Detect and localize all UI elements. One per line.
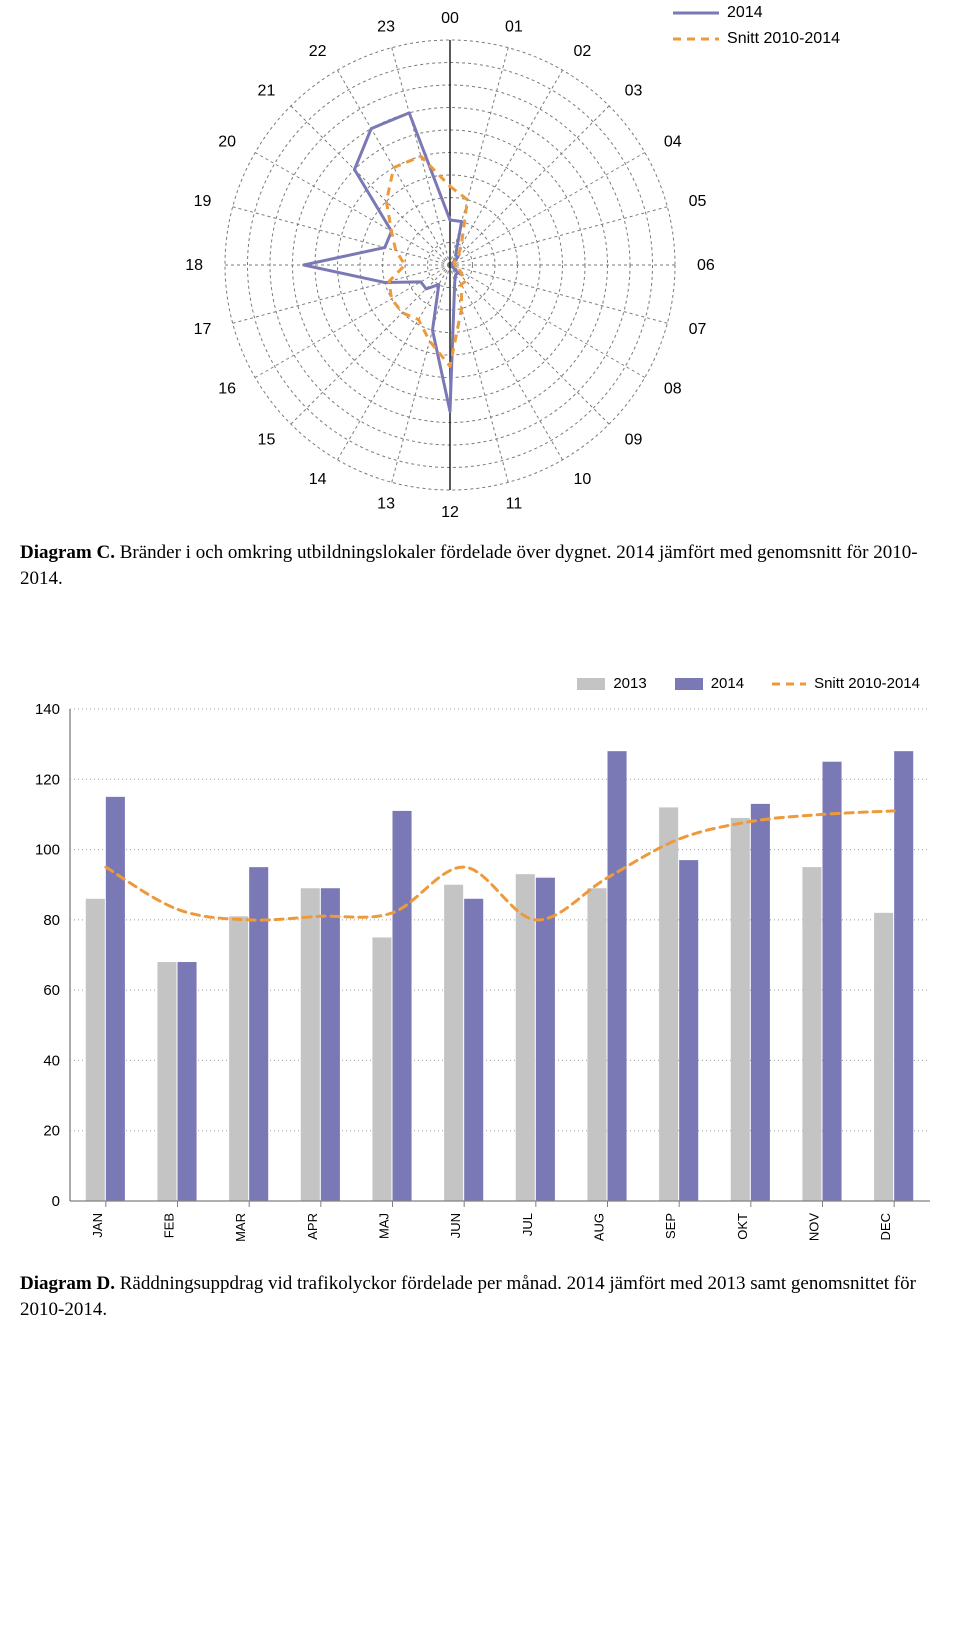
svg-text:19: 19: [194, 193, 212, 210]
svg-text:SEP: SEP: [663, 1213, 678, 1239]
caption-d-rest: Räddningsuppdrag vid trafikolyckor förde…: [20, 1273, 916, 1320]
svg-text:FEB: FEB: [162, 1213, 177, 1238]
radar-svg: 00 01 02 03 04 05 06 07 08 09 10 11 12 13 14 15 16 17 18 19…: [120, 0, 840, 530]
svg-text:OKT: OKT: [735, 1213, 750, 1240]
svg-text:03: 03: [625, 82, 643, 99]
svg-text:17: 17: [194, 321, 212, 338]
legend-item-snitt: Snitt 2010-2014: [673, 26, 840, 52]
svg-text:10: 10: [574, 471, 592, 488]
svg-text:40: 40: [43, 1053, 60, 1070]
svg-text:20: 20: [218, 134, 236, 151]
legend-item-2014: 2014: [673, 0, 840, 26]
svg-text:02: 02: [574, 43, 592, 60]
bar-svg: 0 20 40 60 80 100 120 140 JAN FEB MAR APR MAJ JUN JUL A…: [20, 671, 940, 1261]
svg-text:120: 120: [35, 772, 60, 789]
svg-text:JUL: JUL: [520, 1213, 535, 1236]
svg-text:23: 23: [377, 18, 395, 35]
svg-text:09: 09: [625, 432, 643, 449]
svg-text:15: 15: [258, 432, 276, 449]
svg-text:18: 18: [185, 257, 203, 274]
svg-text:140: 140: [35, 701, 60, 718]
svg-text:60: 60: [43, 982, 60, 999]
caption-c-lead: Diagram C.: [20, 542, 115, 563]
svg-text:JAN: JAN: [90, 1213, 105, 1238]
caption-d-lead: Diagram D.: [20, 1273, 115, 1294]
svg-text:01: 01: [505, 18, 523, 35]
bar-chart: 2013 2014 Snitt 2010-2014 02040608010012…: [20, 671, 940, 1261]
caption-diagram-c: Diagram C. Bränder i och omkring utbildn…: [20, 540, 940, 591]
svg-text:14: 14: [309, 471, 327, 488]
svg-text:MAJ: MAJ: [377, 1213, 392, 1239]
radar-legend: 2014 Snitt 2010-2014: [673, 0, 840, 52]
legend-label-2014: 2014: [727, 4, 763, 22]
svg-text:00: 00: [441, 10, 459, 27]
svg-text:08: 08: [664, 381, 682, 398]
svg-text:100: 100: [35, 842, 60, 859]
caption-diagram-d: Diagram D. Räddningsuppdrag vid trafikol…: [20, 1271, 940, 1322]
svg-text:APR: APR: [305, 1213, 320, 1240]
svg-text:13: 13: [377, 496, 395, 513]
svg-text:DEC: DEC: [878, 1213, 893, 1240]
svg-text:NOV: NOV: [807, 1213, 822, 1242]
svg-text:20: 20: [43, 1123, 60, 1140]
svg-text:06: 06: [697, 257, 715, 274]
svg-text:21: 21: [258, 82, 276, 99]
svg-text:04: 04: [664, 134, 682, 151]
svg-text:16: 16: [218, 381, 236, 398]
caption-c-rest: Bränder i och omkring utbildningslokaler…: [20, 542, 918, 589]
svg-text:0: 0: [52, 1193, 60, 1210]
svg-text:05: 05: [689, 193, 707, 210]
radar-chart: 00 01 02 03 04 05 06 07 08 09 10 11 12 13 14 15 16 17 18 19…: [120, 0, 840, 530]
svg-text:MAR: MAR: [233, 1213, 248, 1242]
svg-text:JUN: JUN: [448, 1213, 463, 1238]
svg-text:22: 22: [309, 43, 327, 60]
svg-text:AUG: AUG: [592, 1213, 607, 1241]
svg-text:07: 07: [689, 321, 707, 338]
svg-text:11: 11: [506, 496, 523, 513]
legend-label-snitt: Snitt 2010-2014: [727, 30, 840, 48]
svg-text:80: 80: [43, 912, 60, 929]
svg-text:12: 12: [441, 504, 459, 521]
